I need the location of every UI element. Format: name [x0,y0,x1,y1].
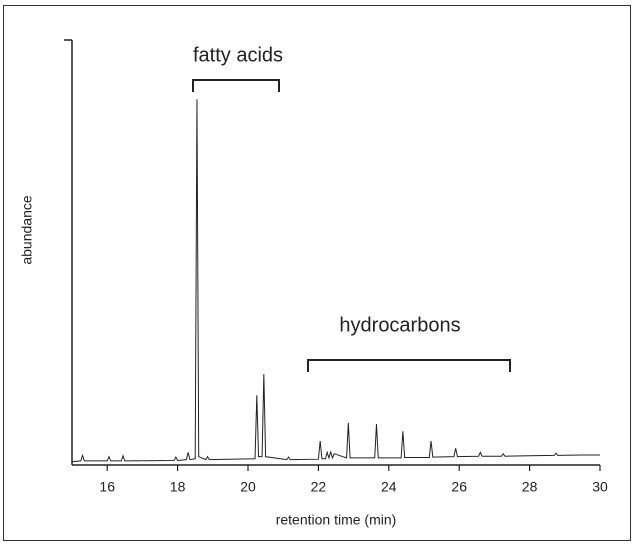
x-tick-label: 24 [381,479,397,495]
bracket [192,79,280,92]
x-tick-label: 22 [311,479,327,495]
x-tick-label: 26 [451,479,467,495]
trace [71,99,600,463]
x-tick-label: 28 [522,479,538,495]
x-axis-label: retention time (min) [276,512,397,528]
x-tick-label: 16 [99,479,115,495]
x-tick-label: 20 [240,479,256,495]
y-axis-label: abundance [19,195,35,265]
x-tick-label: 30 [592,479,608,495]
bracket [307,359,511,372]
annotation: hydrocarbons [339,314,460,336]
frame [3,5,631,541]
annotation: fatty acids [193,44,283,66]
x-tick-label: 18 [170,479,186,495]
